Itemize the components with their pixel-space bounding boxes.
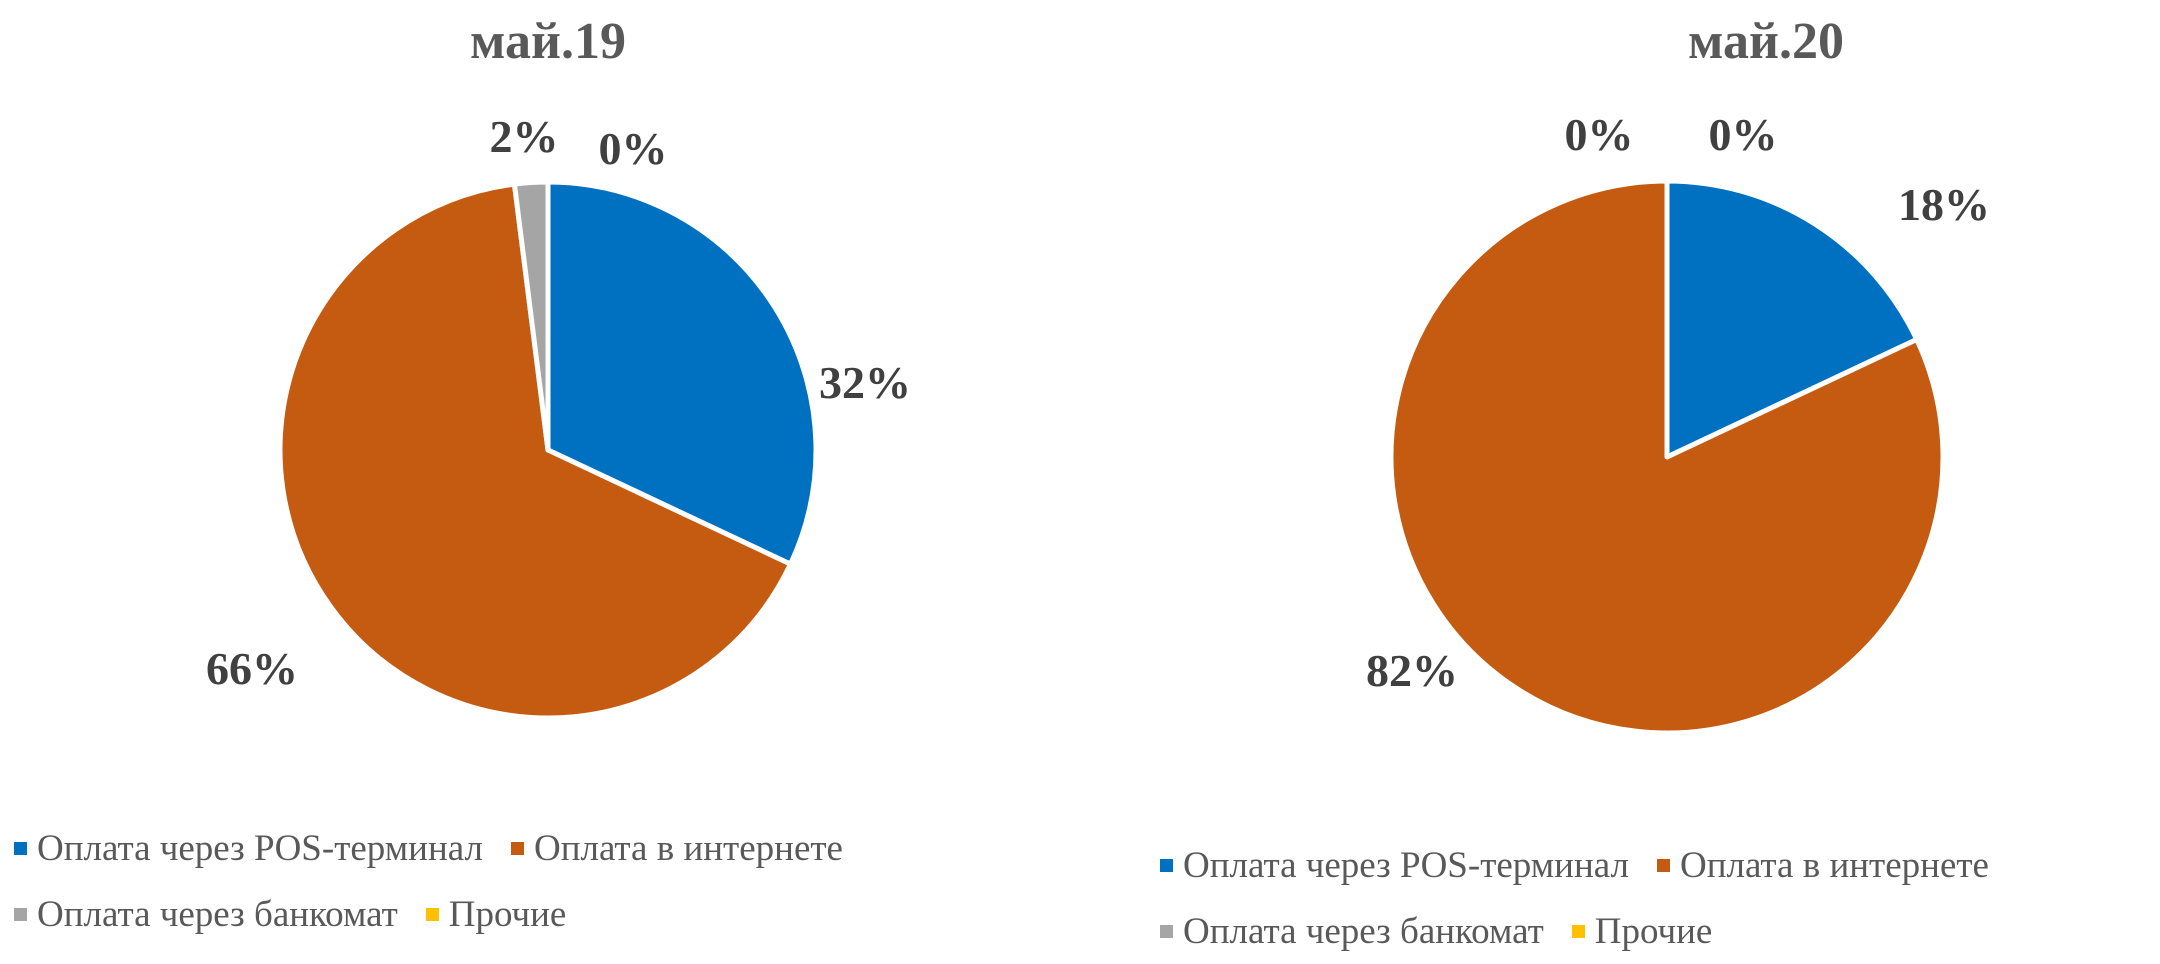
legend-label: Оплата в интернете	[533, 827, 843, 869]
legend-label: Оплата через банкомат	[1183, 910, 1544, 952]
legend-swatch	[1656, 858, 1670, 872]
pie-slice	[277, 181, 793, 721]
legend-swatch	[14, 907, 27, 921]
legend-item-internet: Оплата в интернете	[510, 827, 843, 870]
legend-swatch	[425, 907, 439, 921]
slice-data-label: 0%	[1709, 109, 1778, 160]
legend-label: Оплата через POS-терминал	[37, 827, 483, 869]
slice-data-label: 82%	[1366, 645, 1458, 696]
legend-swatch	[14, 841, 27, 855]
pie-chart-may-20: май.20 18% 82% 0% 0% Оплата через POS-терми…	[1120, 0, 2160, 962]
slice-data-label: 18%	[1898, 179, 1990, 230]
slice-data-label: 66%	[206, 643, 298, 694]
pie-slice	[545, 179, 819, 567]
slice-data-label: 2%	[490, 111, 559, 162]
legend-item-internet: Оплата в интернете	[1656, 844, 1989, 887]
chart-title: май.20	[1687, 13, 1845, 70]
legend: Оплата через POS-терминал Оплата в интер…	[1160, 832, 2017, 964]
legend-item-pos: Оплата через POS-терминал	[14, 827, 483, 870]
legend-swatch	[1160, 924, 1173, 938]
legend-item-other: Прочие	[425, 893, 567, 936]
slice-data-label: 0%	[599, 123, 668, 174]
legend-item-pos: Оплата через POS-терминал	[1160, 844, 1629, 887]
pie-slice	[1664, 178, 1920, 460]
slice-data-label: 32%	[819, 357, 911, 408]
chart-title: май.19	[469, 13, 627, 70]
legend-label: Оплата через POS-терминал	[1183, 844, 1629, 886]
pie-slice	[1388, 178, 1946, 736]
legend-label: Прочие	[1594, 910, 1713, 952]
pie-plot: 18% 82% 0% 0%	[1366, 109, 1990, 736]
pie-chart-may-19: май.19 32% 66% 2% 0% Оплата через POS-терми…	[14, 13, 911, 947]
legend: Оплата через POS-терминал Оплата в интер…	[14, 815, 871, 947]
slice-data-label: 0%	[1565, 109, 1634, 160]
legend-item-atm: Оплата через банкомат	[1160, 910, 1544, 953]
legend-swatch	[1571, 924, 1585, 938]
legend-item-other: Прочие	[1571, 910, 1713, 953]
legend-swatch	[1160, 858, 1173, 872]
legend-swatch	[510, 841, 524, 855]
legend-label: Оплата в интернете	[1679, 844, 1989, 886]
pie-plot: 32% 66% 2% 0%	[206, 111, 911, 721]
pie-slice	[511, 179, 551, 453]
legend-label: Оплата через банкомат	[37, 893, 398, 935]
legend-label: Прочие	[448, 893, 567, 935]
legend-item-atm: Оплата через банкомат	[14, 893, 398, 936]
